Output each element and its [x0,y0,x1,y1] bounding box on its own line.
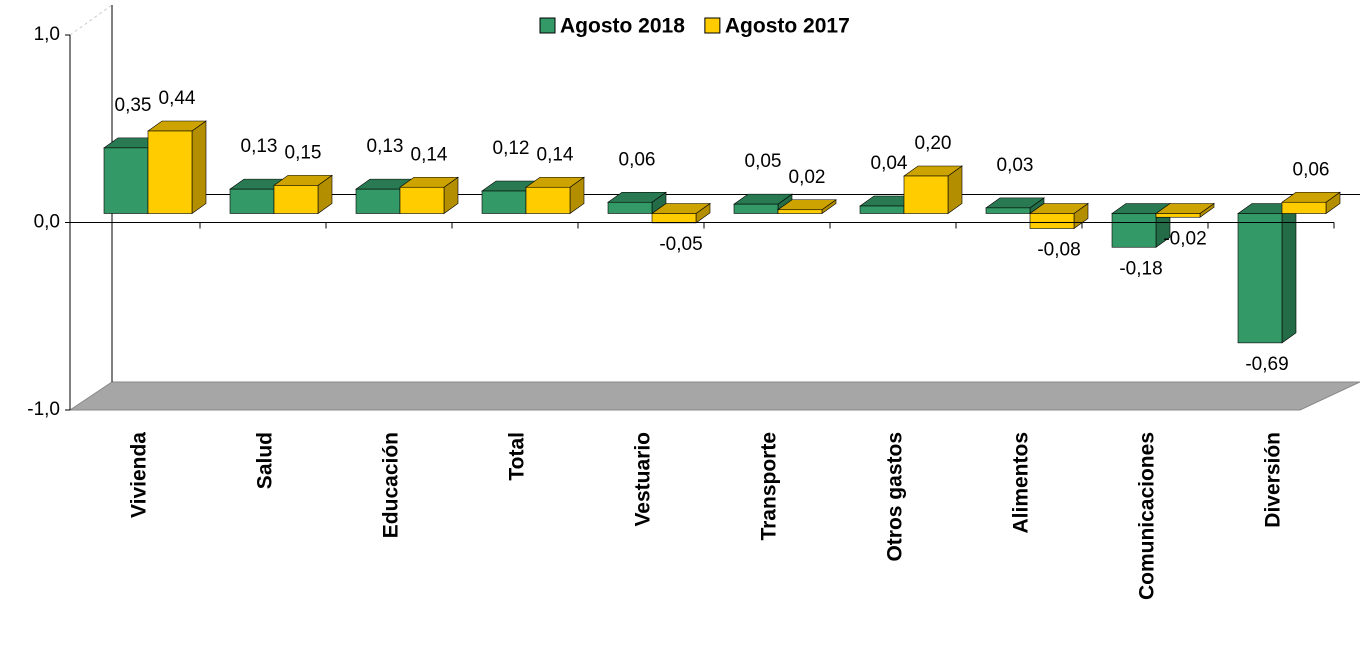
x-tick-label: Vestuario [632,432,655,527]
value-label: -0,02 [1163,228,1206,249]
value-label: 0,12 [493,138,530,159]
x-tick-label: Otros gastos [884,432,907,562]
value-label: -0,69 [1245,354,1288,375]
value-label: -0,08 [1037,240,1080,261]
x-tick-label: Educación [380,432,403,538]
bar [103,147,149,214]
bar [1155,213,1201,218]
bar [777,209,823,214]
bar [399,186,445,214]
value-label: 0,04 [871,153,908,174]
x-tick-label: Vivienda [128,432,151,518]
x-tick-label: Transporte [758,432,781,541]
bar [355,188,401,214]
bar [903,175,949,214]
bar [733,203,779,214]
x-tick-label: Comunicaciones [1136,432,1159,600]
value-label: 0,03 [997,155,1034,176]
x-tick-label: Diversión [1262,432,1285,528]
value-label: 0,06 [1293,159,1330,180]
x-tick-label: Total [506,432,529,481]
floor [68,381,1360,411]
bar [607,201,653,214]
value-label: 0,06 [619,149,656,170]
legend-swatch [704,17,721,34]
y-tick-label: 1,0 [34,24,60,45]
legend-label: Agosto 2018 [560,15,685,38]
back-wall-top [69,4,113,36]
value-label: 0,15 [285,142,322,163]
value-label: 0,20 [915,133,952,154]
legend-swatch [539,17,556,34]
value-label: 0,35 [115,95,152,116]
value-label: 0,02 [789,167,826,188]
value-label: 0,13 [367,136,404,157]
value-label: 0,44 [159,88,196,109]
value-label: 0,14 [411,144,448,165]
bar-side [1281,202,1297,344]
legend-label: Agosto 2017 [725,15,850,38]
bar-side [191,120,207,215]
bar [1111,213,1157,248]
bar [1029,213,1075,229]
y-tick-label: -1,0 [27,399,60,420]
bar [1281,201,1327,214]
bar [229,188,275,214]
bar [985,207,1031,214]
value-label: -0,05 [659,234,702,255]
bar [651,213,697,224]
bar [273,185,319,214]
bar [147,130,193,214]
value-label: 0,13 [241,136,278,157]
x-tick-label: Alimentos [1010,432,1033,534]
bar [859,205,905,214]
value-label: -0,18 [1119,258,1162,279]
bar [1237,213,1283,344]
bar [481,190,527,214]
x-tick-label: Salud [254,432,277,489]
bar [525,186,571,214]
value-label: 0,05 [745,151,782,172]
value-label: 0,14 [537,144,574,165]
y-tick-label: 0,0 [34,212,60,233]
